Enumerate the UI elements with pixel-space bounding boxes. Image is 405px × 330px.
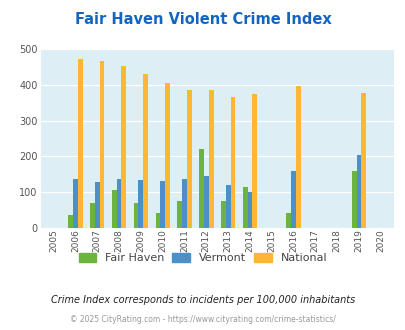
Bar (360, 93, 365, 228)
Bar (220, 201, 225, 228)
Bar (186, 90, 191, 228)
Legend: Fair Haven, Vermont, National: Fair Haven, Vermont, National (75, 249, 330, 267)
Bar (247, 192, 252, 228)
Bar (295, 86, 300, 228)
Bar (177, 201, 182, 228)
Bar (198, 149, 203, 228)
Bar (133, 203, 138, 228)
Bar (165, 83, 169, 228)
Bar (182, 179, 186, 228)
Bar (112, 190, 116, 228)
Bar (290, 171, 295, 228)
Bar (68, 214, 73, 228)
Bar (252, 94, 256, 228)
Bar (95, 182, 100, 228)
Bar (73, 179, 78, 228)
Bar (90, 203, 95, 228)
Bar (351, 171, 356, 228)
Bar (208, 90, 213, 228)
Text: Fair Haven Violent Crime Index: Fair Haven Violent Crime Index (75, 12, 330, 26)
Bar (78, 59, 83, 228)
Bar (230, 97, 235, 228)
Bar (121, 66, 126, 228)
Bar (155, 214, 160, 228)
Bar (143, 74, 148, 228)
Bar (203, 176, 208, 228)
Bar (356, 155, 360, 228)
Bar (160, 182, 165, 228)
Bar (138, 180, 143, 228)
Bar (116, 179, 121, 228)
Bar (100, 61, 104, 228)
Text: © 2025 CityRating.com - https://www.cityrating.com/crime-statistics/: © 2025 CityRating.com - https://www.city… (70, 315, 335, 324)
Bar (225, 185, 230, 228)
Bar (286, 213, 290, 228)
Text: Crime Index corresponds to incidents per 100,000 inhabitants: Crime Index corresponds to incidents per… (51, 295, 354, 305)
Bar (242, 187, 247, 228)
